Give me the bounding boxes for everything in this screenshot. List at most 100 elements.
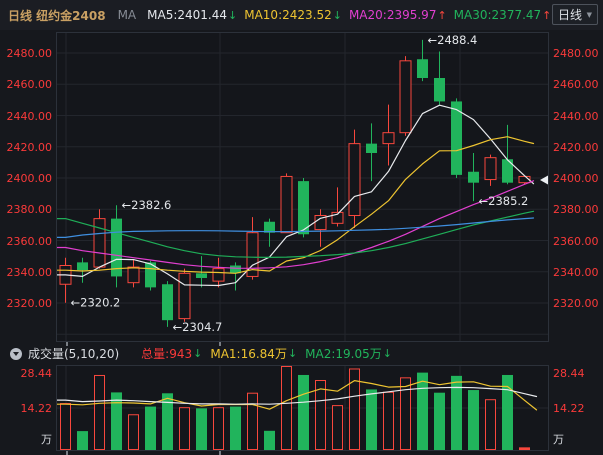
arrow-down-icon: ↓ (332, 8, 342, 22)
volume-legend: 总量:943 ↓ MA1:16.84万 ↓ MA2:19.05万 ↓ (133, 345, 392, 362)
candle (111, 218, 122, 277)
candlestick-svg: ←2320.2 ←2382.6 ←2304.7 ←2488.4 ←2385.2 (56, 33, 548, 346)
ma-legend: MA MA5:2401.44 ↓ MA10:2423.52 ↓ MA20:2395.97 ↑… (118, 8, 552, 22)
candle (348, 143, 361, 216)
axis-price-label: 2440.00 (6, 109, 53, 123)
axis-price-label: 2340.00 (6, 265, 53, 279)
price-annotation: ←2320.2 (71, 296, 121, 310)
ma20-line (56, 180, 535, 269)
axis-price-label: 14.22 (20, 402, 53, 415)
axis-price-label: 2420.00 (553, 140, 599, 154)
volume-ma2-line (56, 386, 538, 405)
ma30-line (56, 210, 535, 258)
collapse-indicator-icon[interactable] (10, 347, 22, 360)
axis-price-label: 2340.00 (553, 265, 599, 279)
candle (399, 60, 412, 134)
symbol-title: 日线 纽约金2408 (8, 8, 106, 23)
axis-price-label: 2320.00 (553, 297, 599, 310)
chevron-down-icon: ▼ (586, 10, 592, 19)
volume-bar (485, 399, 496, 450)
axis-unit-label: 万 (41, 433, 52, 446)
volume-ma1-line (56, 380, 538, 411)
volume-bar (196, 408, 207, 450)
volume-chart-panel[interactable] (56, 365, 549, 455)
axis-price-label: 2360.00 (6, 234, 53, 248)
arrow-up-icon: ↑ (542, 8, 552, 22)
volume-bar (298, 374, 309, 450)
ma10-line (56, 136, 535, 274)
volume-bar (400, 377, 411, 450)
axis-price-label: 2360.00 (553, 234, 599, 248)
candle (417, 59, 428, 78)
volume-bar (213, 407, 224, 450)
candle (451, 101, 462, 175)
candle (382, 132, 395, 145)
volume-bar (128, 414, 139, 450)
volume-bar (315, 380, 326, 450)
ma-value-label: MA5:2401.44 (147, 8, 228, 22)
axis-price-label: 2460.00 (6, 78, 53, 92)
candle (246, 232, 259, 277)
price-annotation: ←2304.7 (173, 320, 223, 334)
volume-svg (56, 366, 548, 455)
candle (93, 218, 106, 268)
volume-bar (434, 392, 445, 450)
ma-prefix-label: MA (117, 8, 137, 22)
candle (484, 157, 497, 181)
arrow-down-icon: ↓ (287, 347, 298, 360)
volume-bar (417, 372, 428, 450)
axis-price-label: 2400.00 (6, 172, 53, 185)
volume-stat-label: MA2:19.05万 (305, 347, 382, 361)
price-annotation: ←2385.2 (479, 194, 529, 208)
axis-price-label: 2480.00 (6, 47, 53, 60)
candle (280, 175, 293, 234)
candlestick-chart-panel[interactable]: ←2320.2 ←2382.6 ←2304.7 ←2488.4 ←2385.2 (56, 32, 549, 346)
price-annotation: ←2382.6 (122, 198, 172, 212)
volume-bar (60, 403, 71, 450)
volume-bar (162, 393, 173, 450)
volume-stat-label: 总量:943 (141, 347, 193, 361)
axis-price-label: 2440.00 (553, 109, 599, 123)
price-annotation: ←2488.4 (428, 33, 478, 47)
candle (468, 171, 479, 183)
candle (366, 143, 377, 153)
axis-price-label: 2400.00 (553, 172, 599, 185)
axis-price-label: 2460.00 (553, 78, 599, 92)
volume-bar (502, 374, 513, 450)
axis-price-label: 28.44 (20, 367, 53, 380)
volume-bar (281, 366, 292, 450)
volume-bar (230, 406, 241, 450)
candle (145, 262, 156, 288)
candle (298, 181, 309, 235)
volume-bar (145, 406, 156, 450)
axis-price-label: 14.22 (553, 402, 585, 415)
axis-price-label: 28.44 (553, 367, 585, 380)
volume-bar (366, 389, 377, 450)
axis-price-label: 2380.00 (553, 203, 599, 217)
volume-bar (383, 391, 394, 450)
volume-bar (468, 390, 479, 450)
ma5-line (56, 104, 535, 287)
volume-bar (179, 407, 190, 450)
axis-unit-label: 万 (553, 433, 564, 446)
volume-bar (94, 374, 105, 450)
candle (502, 159, 513, 183)
volume-bar (111, 392, 122, 450)
period-dropdown-value: 日线 (558, 8, 583, 22)
axis-price-label: 2420.00 (6, 140, 53, 154)
volume-bar (519, 447, 530, 450)
current-price-marker-icon (540, 175, 548, 185)
candle (434, 78, 445, 102)
candle (196, 273, 207, 278)
period-dropdown[interactable]: 日线 ▼ (552, 4, 598, 25)
topbar: 日线 纽约金2408 MA MA5:2401.44 ↓ MA10:2423.52 ↓ MA… (0, 0, 603, 30)
ma-value-label: MA30:2377.47 (453, 8, 542, 22)
arrow-up-icon: ↑ (437, 8, 447, 22)
axis-price-label: 2480.00 (553, 47, 599, 60)
axis-price-label: 2320.00 (6, 297, 53, 310)
arrow-down-icon: ↓ (193, 347, 203, 360)
volume-stat-label: MA1:16.84万 (210, 347, 287, 361)
volume-bar (451, 375, 462, 450)
axis-price-label: 2380.00 (6, 203, 53, 217)
candle (331, 211, 344, 224)
